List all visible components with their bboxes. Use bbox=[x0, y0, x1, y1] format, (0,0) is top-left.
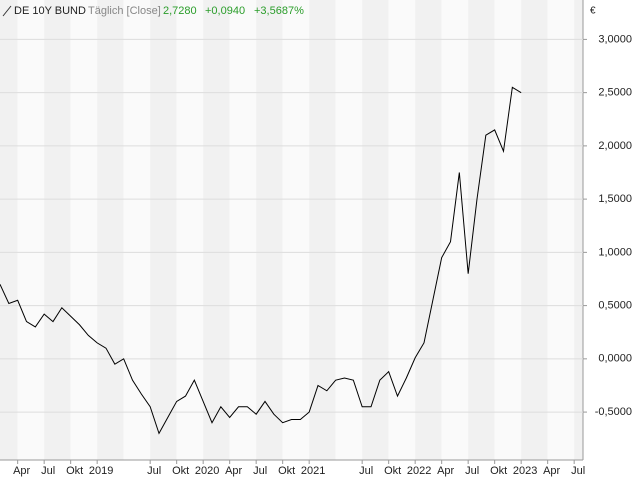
quarter-band bbox=[415, 0, 442, 460]
x-tick-label: Apr bbox=[543, 465, 560, 477]
x-tick-label: Jul bbox=[571, 465, 585, 477]
quarter-band bbox=[574, 0, 583, 460]
x-tick-label: Okt bbox=[66, 465, 83, 477]
quarter-band bbox=[309, 0, 336, 460]
chart-icon bbox=[2, 5, 12, 17]
x-tick-label: 2023 bbox=[513, 465, 537, 477]
x-tick-label: Apr bbox=[437, 465, 454, 477]
x-tick-label: Okt bbox=[172, 465, 189, 477]
y-tick-label: 1,5000 bbox=[598, 193, 632, 205]
x-tick-label: Jul bbox=[359, 465, 373, 477]
quarter-band bbox=[441, 0, 469, 460]
instrument-name: DE 10Y BUND bbox=[14, 5, 86, 17]
quarter-band bbox=[335, 0, 363, 460]
quarter-band bbox=[70, 0, 98, 460]
x-tick-label: 2020 bbox=[195, 465, 219, 477]
y-tick-label: 3,0000 bbox=[598, 33, 632, 45]
change-percent: +3,5687% bbox=[254, 5, 304, 17]
quarter-band bbox=[203, 0, 230, 460]
quarter-band bbox=[256, 0, 283, 460]
quarter-band bbox=[150, 0, 177, 460]
quarter-band bbox=[547, 0, 575, 460]
x-tick-label: Apr bbox=[225, 465, 242, 477]
quarter-band bbox=[521, 0, 548, 460]
quarter-band bbox=[44, 0, 71, 460]
x-tick-label: Jul bbox=[41, 465, 55, 477]
y-tick-label: 0,5000 bbox=[598, 300, 632, 312]
x-tick-label: Jul bbox=[465, 465, 479, 477]
x-tick-label: Jul bbox=[147, 465, 161, 477]
x-tick-label: 2021 bbox=[301, 465, 325, 477]
x-tick-label: Jul bbox=[253, 465, 267, 477]
quarter-band bbox=[362, 0, 389, 460]
background bbox=[0, 0, 583, 460]
x-tick-label: 2019 bbox=[89, 465, 113, 477]
quarter-band bbox=[123, 0, 151, 460]
y-tick-label: 1,0000 bbox=[598, 246, 632, 258]
x-tick-label: Apr bbox=[13, 465, 30, 477]
quarter-band bbox=[97, 0, 124, 460]
interval: Täglich [Close] bbox=[88, 5, 161, 17]
last-value: 2,7280 bbox=[163, 5, 197, 17]
x-tick-label: Okt bbox=[384, 465, 401, 477]
y-axis-unit: € bbox=[590, 6, 596, 17]
price-line bbox=[0, 86, 522, 435]
quarter-band bbox=[468, 0, 495, 460]
quarter-band bbox=[17, 0, 45, 460]
quarter-band bbox=[282, 0, 310, 460]
quarter-band bbox=[0, 0, 18, 460]
y-tick-label: 2,0000 bbox=[598, 140, 632, 152]
y-tick-label: 0,0000 bbox=[598, 353, 632, 365]
y-tick-label: 2,5000 bbox=[598, 87, 632, 99]
quarter-band bbox=[229, 0, 257, 460]
x-tick-label: 2022 bbox=[407, 465, 431, 477]
quarter-band bbox=[388, 0, 416, 460]
change: +0,0940 bbox=[205, 5, 245, 17]
quarter-band bbox=[176, 0, 204, 460]
x-tick-label: Okt bbox=[278, 465, 295, 477]
quarter-band bbox=[494, 0, 522, 460]
y-tick-label: -0,5000 bbox=[595, 406, 632, 418]
x-tick-label: Okt bbox=[490, 465, 507, 477]
